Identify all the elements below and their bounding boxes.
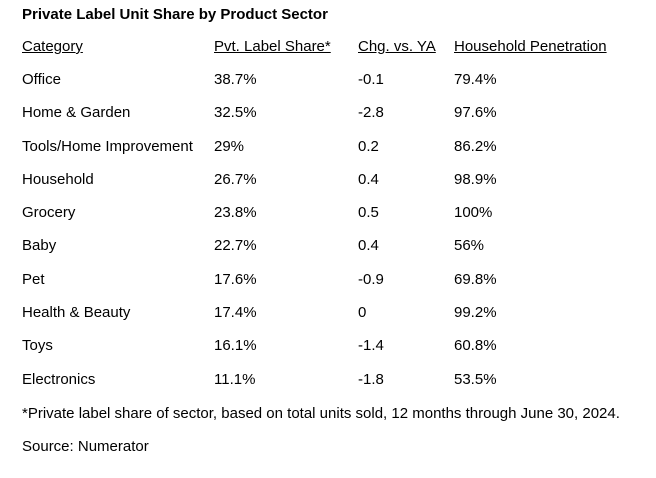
cell-share: 17.4% [214,304,257,322]
cell-category: Office [22,71,61,88]
table-row: Tools/Home Improvement 29% 0.2 86.2% [22,138,644,171]
cell-category: Pet [22,270,45,288]
cell-category: Household [22,170,94,188]
table-header-row: Category Pvt. Label Share* Chg. vs. YA H… [22,38,644,71]
cell-penetration: 100% [454,204,493,222]
cell-penetration: 97.6% [454,104,497,122]
cell-category: Baby [22,237,57,255]
cell-penetration: 98.9% [454,170,497,188]
cell-penetration: 60.8% [454,337,497,355]
header-pvt-label-share: Pvt. Label Share* [214,38,331,55]
table-row: Electronics 11.1% -1.8 53.5% [22,371,644,404]
cell-penetration: 53.5% [454,370,497,388]
cell-change: 0.5 [358,204,379,222]
cell-category: Toys [22,337,53,355]
table-row: Pet 17.6% -0.9 69.8% [22,271,644,304]
table-row: Toys 16.1% -1.4 60.8% [22,337,644,370]
cell-share: 26.7% [214,170,257,188]
cell-share: 23.8% [214,204,257,222]
cell-change: -0.9 [358,270,384,288]
document-title: Private Label Unit Share by Product Sect… [22,6,328,23]
cell-change: 0.2 [358,137,379,155]
cell-share: 22.7% [214,237,257,255]
cell-change: -1.8 [358,370,384,388]
footnote: *Private label share of sector, based on… [22,405,620,422]
cell-category: Grocery [22,204,76,222]
cell-share: 16.1% [214,337,257,355]
sector-share-table: Category Pvt. Label Share* Chg. vs. YA H… [22,38,644,404]
header-household-penetration: Household Penetration [454,38,607,55]
cell-change: 0 [358,304,367,322]
table-row: Household 26.7% 0.4 98.9% [22,171,644,204]
cell-penetration: 69.8% [454,270,497,288]
header-change-vs-ya: Chg. vs. YA [358,38,436,55]
document-page: Private Label Unit Share by Product Sect… [22,6,648,455]
cell-share: 29% [214,137,245,155]
cell-share: 11.1% [214,370,256,388]
cell-category: Home & Garden [22,104,131,122]
table-row: Baby 22.7% 0.4 56% [22,237,644,270]
cell-share: 32.5% [214,104,257,122]
cell-penetration: 79.4% [454,71,497,88]
table-row: Grocery 23.8% 0.5 100% [22,204,644,237]
table-row: Office 38.7% -0.1 79.4% [22,71,644,104]
cell-change: -0.1 [358,71,384,88]
header-category: Category [22,38,83,55]
cell-share: 17.6% [214,270,257,288]
cell-change: 0.4 [358,170,379,188]
cell-change: -1.4 [358,337,384,355]
table-row: Home & Garden 32.5% -2.8 97.6% [22,104,644,137]
cell-change: 0.4 [358,237,379,255]
cell-share: 38.7% [214,71,257,88]
cell-category: Health & Beauty [22,304,131,322]
cell-category: Tools/Home Improvement [22,137,193,155]
source-note: Source: Numerator [22,438,149,455]
cell-category: Electronics [22,370,96,388]
cell-penetration: 56% [454,237,485,255]
cell-penetration: 86.2% [454,137,497,155]
table-row: Health & Beauty 17.4% 0 99.2% [22,304,644,337]
cell-penetration: 99.2% [454,304,497,322]
cell-change: -2.8 [358,104,384,122]
